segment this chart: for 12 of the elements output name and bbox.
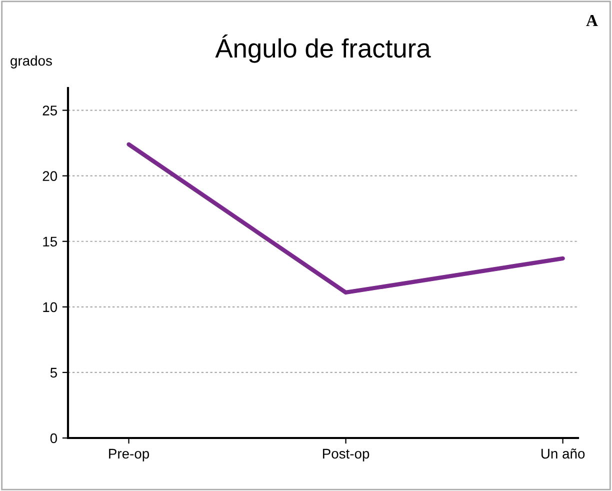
y-tick-label: 20 [42, 171, 58, 181]
y-tick-label: 15 [43, 236, 58, 247]
text: A [586, 15, 598, 26]
y-tick-label: 25 [42, 106, 58, 116]
x-tick-label: Un año [541, 448, 585, 459]
y-axis-title: grados [10, 56, 52, 68]
x-tick-label: Pre-op [109, 448, 150, 462]
chart-title: Ángulo de fractura [215, 34, 431, 63]
y-tick-label: 10 [43, 302, 58, 312]
x-tick-label: Post-op [322, 448, 370, 462]
y-tick-label: 0 [50, 433, 58, 444]
y-tick-label: 5 [50, 368, 57, 378]
